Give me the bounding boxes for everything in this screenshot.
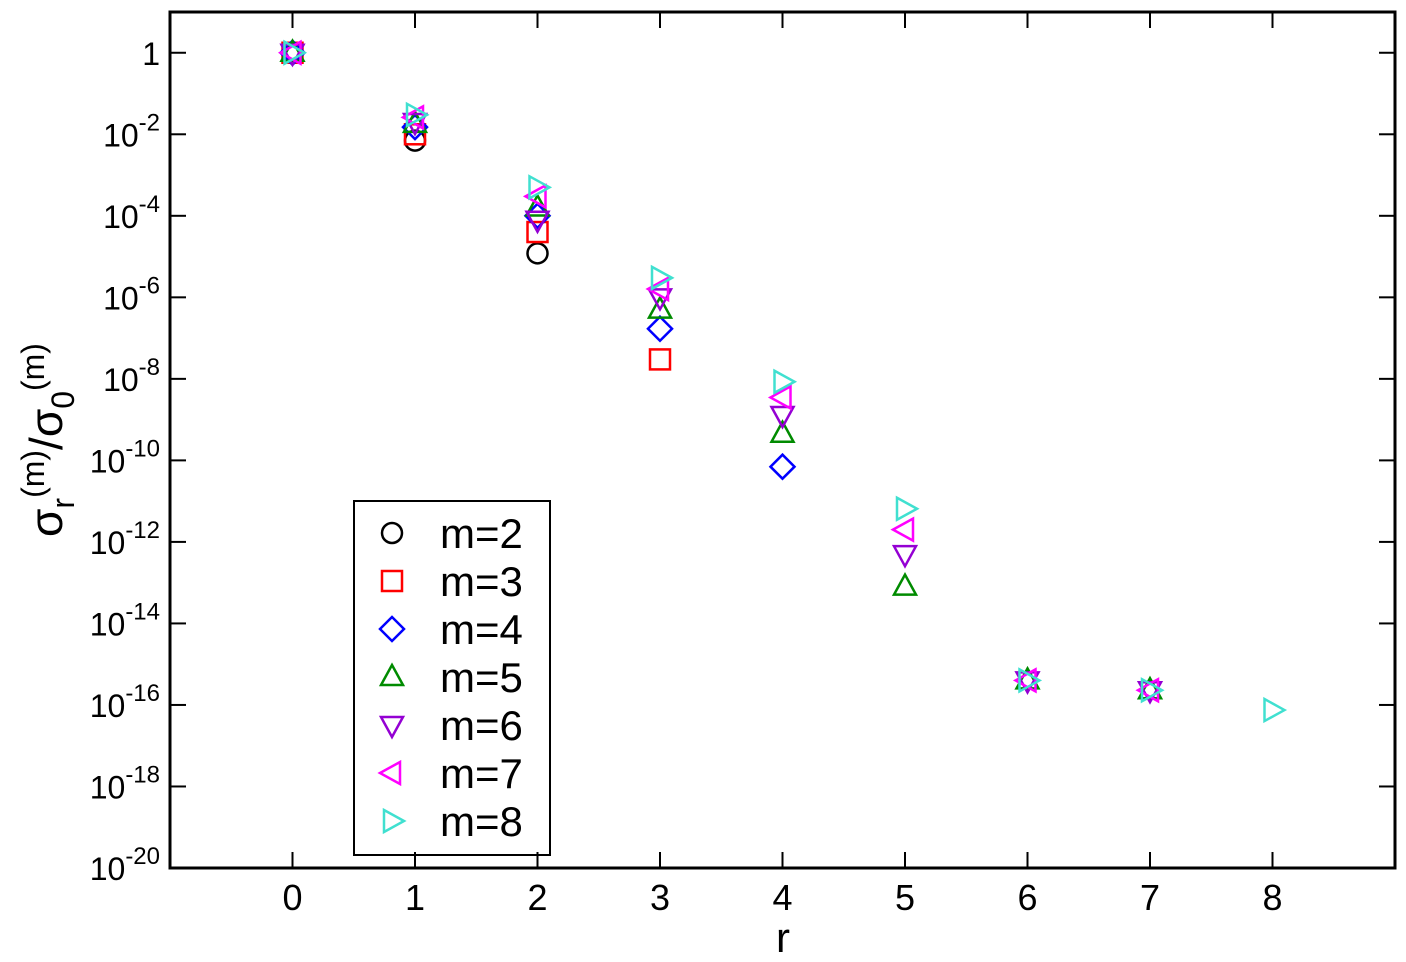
- y-label-part: r: [45, 498, 81, 509]
- data-point: [773, 368, 798, 395]
- y-tick-exponent: -20: [125, 843, 160, 870]
- legend-label: m=4: [440, 606, 523, 653]
- data-point: [405, 101, 430, 128]
- x-tick-label: 4: [772, 877, 792, 918]
- y-tick-exponent: -14: [125, 598, 160, 625]
- y-label-part: (m): [15, 343, 51, 391]
- y-tick-exponent: -2: [139, 109, 160, 136]
- x-tick-label: 0: [282, 877, 302, 918]
- y-tick-label: 10-4: [103, 191, 160, 235]
- legend: [353, 500, 551, 856]
- y-tick-label: 10-16: [90, 680, 160, 724]
- x-axis-label: r: [776, 914, 790, 961]
- y-tick-label: 1: [142, 36, 160, 72]
- y-label-part: σ: [20, 509, 72, 537]
- legend-marker: [377, 759, 402, 787]
- data-point: [768, 452, 797, 481]
- legend-label: m=2: [440, 510, 523, 557]
- y-tick-exponent: -8: [139, 354, 160, 381]
- data-point: [895, 495, 920, 522]
- y-label-part: 0: [45, 391, 81, 409]
- y-tick-exponent: -18: [125, 761, 160, 788]
- legend-marker: [380, 569, 404, 593]
- y-tick-exponent: -16: [125, 680, 160, 707]
- data-point: [1012, 667, 1037, 694]
- y-axis-label: σr(m)/σ0(m): [15, 343, 81, 537]
- y-tick-label: 10-2: [103, 109, 160, 153]
- legend-marker: [378, 715, 406, 740]
- data-point: [1263, 696, 1288, 724]
- legend-marker: [378, 615, 406, 643]
- data-point: [526, 242, 549, 265]
- data-point: [646, 295, 674, 319]
- data-point: [1140, 677, 1165, 704]
- x-tick-label: 3: [650, 877, 670, 918]
- data-point: [767, 384, 792, 411]
- data-point: [890, 516, 915, 543]
- data-point: [645, 275, 670, 303]
- data-point: [528, 174, 553, 201]
- y-tick-label: 10-10: [90, 435, 160, 479]
- y-label-part: (m): [15, 450, 51, 498]
- legend-marker: [380, 521, 404, 545]
- data-point: [769, 405, 796, 430]
- data-point: [891, 572, 919, 596]
- data-point: [522, 183, 547, 210]
- x-tick-label: 8: [1262, 877, 1282, 918]
- legend-label: m=7: [440, 750, 523, 797]
- data-point: [646, 314, 674, 343]
- y-tick-base: 10: [90, 688, 126, 724]
- y-tick-base: 10: [90, 525, 126, 561]
- legend-marker: [382, 807, 407, 835]
- y-tick-base: 10: [103, 117, 139, 153]
- y-tick-base: 10: [90, 851, 126, 887]
- y-tick-label: 10-8: [103, 354, 160, 398]
- y-tick-exponent: -12: [125, 517, 160, 544]
- x-tick-label: 6: [1017, 877, 1037, 918]
- y-tick-label: 10-6: [103, 272, 160, 316]
- y-tick-base: 10: [103, 199, 139, 235]
- data-point: [650, 264, 675, 291]
- data-point: [769, 419, 796, 444]
- y-tick-base: 10: [103, 280, 139, 316]
- y-tick-base: 10: [90, 769, 126, 805]
- y-tick-base: 10: [90, 443, 126, 479]
- legend-label: m=6: [440, 702, 523, 749]
- x-tick-label: 2: [527, 877, 547, 918]
- y-tick-exponent: -4: [139, 191, 160, 218]
- data-point: [1135, 677, 1160, 704]
- y-label-part: /σ: [20, 409, 72, 450]
- y-tick-exponent: -6: [139, 272, 160, 299]
- data-point: [277, 39, 302, 66]
- data-point: [283, 39, 308, 66]
- data-point: [526, 220, 549, 244]
- data-point: [524, 210, 551, 235]
- data-point: [1018, 667, 1043, 694]
- legend-label: m=5: [440, 654, 523, 701]
- y-tick-label: 10-14: [90, 598, 160, 642]
- legend-label: m=3: [440, 558, 523, 605]
- y-tick-base: 10: [103, 362, 139, 398]
- data-point: [648, 348, 672, 371]
- x-tick-label: 1: [405, 877, 425, 918]
- x-tick-label: 7: [1140, 877, 1160, 918]
- data-point: [891, 544, 919, 569]
- legend-marker: [378, 662, 406, 687]
- y-tick-label: 10-18: [90, 761, 160, 805]
- x-tick-label: 5: [895, 877, 915, 918]
- legend-label: m=8: [440, 798, 523, 845]
- y-tick-exponent: -10: [125, 435, 160, 462]
- y-tick-label: 10-20: [90, 843, 160, 887]
- y-tick-label: 10-12: [90, 517, 160, 561]
- y-tick-base: 10: [90, 606, 126, 642]
